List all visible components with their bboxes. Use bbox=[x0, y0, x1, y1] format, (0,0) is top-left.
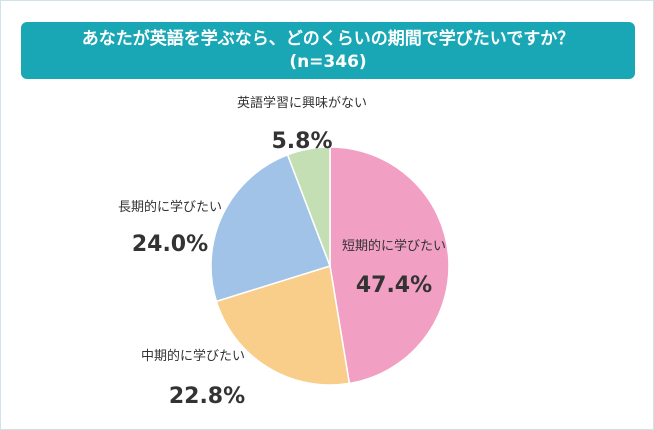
slice-value-long-term: 24.0% bbox=[132, 232, 208, 257]
slice-label-short-term: 短期的に学びたい bbox=[342, 238, 446, 254]
slice-label-long-term: 長期的に学びたい bbox=[118, 199, 222, 215]
slice-label-mid-term: 中期的に学びたい bbox=[141, 348, 245, 364]
pie-slice-short-term bbox=[329, 146, 450, 385]
pie-labels: 短期的に学びたい 47.4% 中期的に学びたい 22.8% 長期的に学びたい 24.0% 英… bbox=[118, 95, 446, 409]
slice-value-mid-term: 22.8% bbox=[169, 384, 245, 409]
slice-label-not-interested: 英語学習に興味がない bbox=[237, 95, 367, 111]
chart-sample-size: (n=346) bbox=[289, 51, 367, 72]
chart-title: あなたが英語を学ぶなら、どのくらいの期間で学びたいですか？ bbox=[81, 28, 575, 49]
pie-slice-long-term bbox=[210, 153, 331, 303]
pie-slice-mid-term bbox=[215, 265, 351, 386]
slice-value-short-term: 47.4% bbox=[356, 273, 432, 298]
slice-value-not-interested: 5.8% bbox=[271, 129, 332, 154]
pie-slices bbox=[210, 146, 450, 386]
pie-slice-not-interested bbox=[286, 146, 331, 267]
chart-title-bar: あなたが英語を学ぶなら、どのくらいの期間で学びたいですか？ (n=346) bbox=[21, 22, 635, 79]
